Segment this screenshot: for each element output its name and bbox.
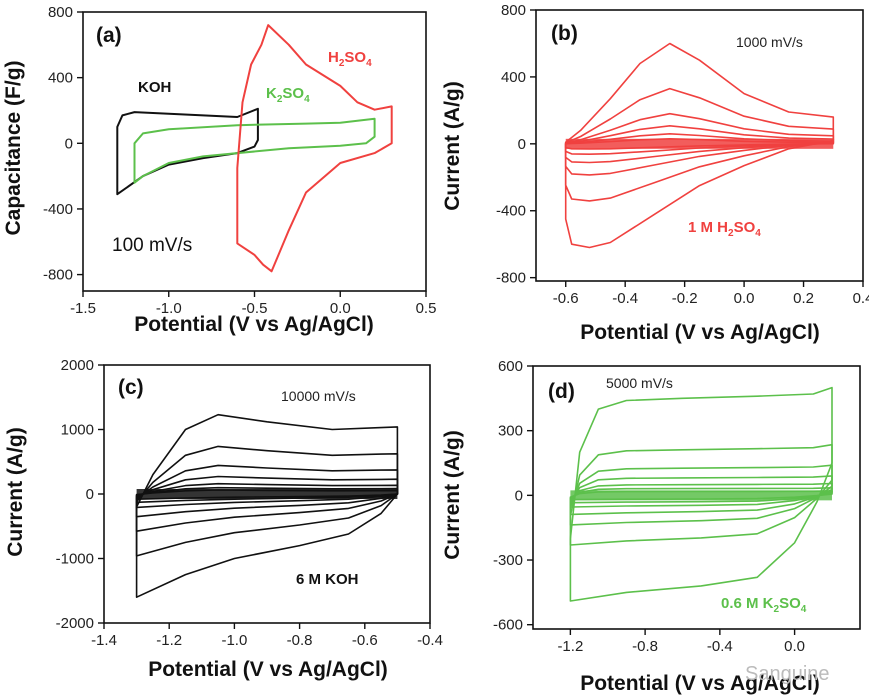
axis-ticks-a: -1.5 -1.0 -0.5 0.0 0.5 -800 -400 0 400 800 <box>43 4 436 317</box>
y-tick-label: -300 <box>493 552 523 569</box>
electrolyte-label-b: 1 M H2SO4 <box>688 219 761 239</box>
x-tick-label: -0.8 <box>287 632 313 649</box>
x-tick-label: 0.5 <box>416 300 437 317</box>
legend-koh: KOH <box>138 79 171 96</box>
series-c <box>135 413 399 598</box>
panel-b: -0.6 -0.4 -0.2 0.0 0.2 0.4 -800 -400 0 400 800 (b)… <box>441 2 869 344</box>
panel-a: -1.5 -1.0 -0.5 0.0 0.5 -800 -400 0 400 800 (a) 10… <box>2 4 436 336</box>
y-tick-label: -400 <box>43 201 73 218</box>
x-axis-label-b: Potential (V vs Ag/AgCl) <box>580 321 820 344</box>
x-tick-label: -0.4 <box>612 290 638 307</box>
panel-label-d: (d) <box>548 380 575 403</box>
y-tick-label: 1000 <box>61 422 94 439</box>
axis-ticks-c: -1.4 -1.2 -1.0 -0.8 -0.6 -0.4 -2000 -1000 0 1000 2… <box>56 357 443 649</box>
y-tick-label: 400 <box>501 69 526 86</box>
y-tick-label: 0 <box>65 135 73 152</box>
series-d <box>569 386 833 602</box>
x-tick-label: -0.6 <box>553 290 579 307</box>
x-axis-label-c: Potential (V vs Ag/AgCl) <box>148 658 388 681</box>
x-tick-label: -1.4 <box>91 632 117 649</box>
x-axis-label-d: Potential (V vs Ag/AgCl) <box>580 672 820 695</box>
x-tick-label: 0.0 <box>330 300 351 317</box>
y-axis-label-d: Current (A/g) <box>441 430 464 560</box>
electrolyte-label-d: 0.6 M K2SO4 <box>721 595 807 615</box>
x-tick-label: -0.8 <box>632 638 658 655</box>
axis-ticks-d: -1.2 -0.8 -0.4 0.0 -600 -300 0 300 600 <box>493 358 805 655</box>
x-tick-label: -1.5 <box>70 300 96 317</box>
y-tick-label: 600 <box>498 358 523 375</box>
y-tick-label: 0 <box>515 487 523 504</box>
axis-ticks-b: -0.6 -0.4 -0.2 0.0 0.2 0.4 -800 -400 0 400 800 <box>496 2 869 307</box>
x-tick-label: 0.4 <box>853 290 869 307</box>
scan-rate-b: 1000 mV/s <box>736 34 803 50</box>
x-tick-label: 0.0 <box>784 638 805 655</box>
y-tick-label: -800 <box>43 267 73 284</box>
y-tick-label: 800 <box>48 4 73 21</box>
x-tick-label: -1.2 <box>557 638 583 655</box>
x-tick-label: -0.4 <box>417 632 443 649</box>
cv-baseline-band <box>136 489 398 499</box>
y-tick-label: -600 <box>493 617 523 634</box>
series-b <box>564 42 835 249</box>
y-tick-label: 0 <box>518 136 526 153</box>
y-tick-label: 0 <box>86 486 94 503</box>
x-tick-label: -0.4 <box>707 638 733 655</box>
plot-frame-d <box>532 365 861 630</box>
plot-frame-b <box>535 9 864 282</box>
x-tick-label: -1.2 <box>156 632 182 649</box>
scan-rate-c: 10000 mV/s <box>281 388 356 404</box>
x-tick-label: -0.6 <box>352 632 378 649</box>
panel-label-a: (a) <box>96 24 122 47</box>
y-tick-label: -1000 <box>56 551 94 568</box>
scan-rate-d: 5000 mV/s <box>606 375 673 391</box>
panel-label-c: (c) <box>118 376 144 399</box>
y-tick-label: -2000 <box>56 615 94 632</box>
panel-label-b: (b) <box>551 22 578 45</box>
cv-cycle-2 <box>569 443 833 546</box>
y-tick-label: 400 <box>48 70 73 87</box>
y-axis-label-b: Current (A/g) <box>441 81 464 211</box>
cv-loop-h2so4 <box>236 24 393 273</box>
cv-baseline-band <box>570 490 832 501</box>
y-axis-label-c: Current (A/g) <box>4 427 27 557</box>
panel-d: -1.2 -0.8 -0.4 0.0 -600 -300 0 300 600 (d) 5000 … <box>441 358 861 695</box>
scan-rate-label-a: 100 mV/s <box>112 235 192 256</box>
legend-h2so4: H2SO4 <box>328 49 372 69</box>
y-tick-label: 800 <box>501 2 526 19</box>
y-tick-label: 2000 <box>61 357 94 374</box>
x-tick-label: -0.5 <box>242 300 268 317</box>
panel-c: -1.4 -1.2 -1.0 -0.8 -0.6 -0.4 -2000 -1000 0 1000 2… <box>4 357 443 681</box>
series-a <box>116 24 393 273</box>
cv-baseline-band <box>565 138 834 149</box>
x-axis-label-a: Potential (V vs Ag/AgCl) <box>134 313 374 336</box>
electrolyte-label-c: 6 M KOH <box>296 571 359 588</box>
x-tick-label: -1.0 <box>221 632 247 649</box>
cv-loop-koh <box>116 107 259 196</box>
x-tick-label: -1.0 <box>156 300 182 317</box>
x-tick-label: 0.0 <box>734 290 755 307</box>
cv-loop-k2so4 <box>133 117 376 184</box>
watermark: Sanguine <box>745 663 830 685</box>
y-tick-label: -800 <box>496 270 526 287</box>
x-tick-label: -0.2 <box>672 290 698 307</box>
cv-cycle-1 <box>569 386 833 602</box>
x-tick-label: 0.2 <box>793 290 814 307</box>
y-tick-label: -400 <box>496 203 526 220</box>
y-tick-label: 300 <box>498 423 523 440</box>
legend-k2so4: K2SO4 <box>266 85 310 105</box>
y-axis-label-a: Capacitance (F/g) <box>2 60 25 235</box>
